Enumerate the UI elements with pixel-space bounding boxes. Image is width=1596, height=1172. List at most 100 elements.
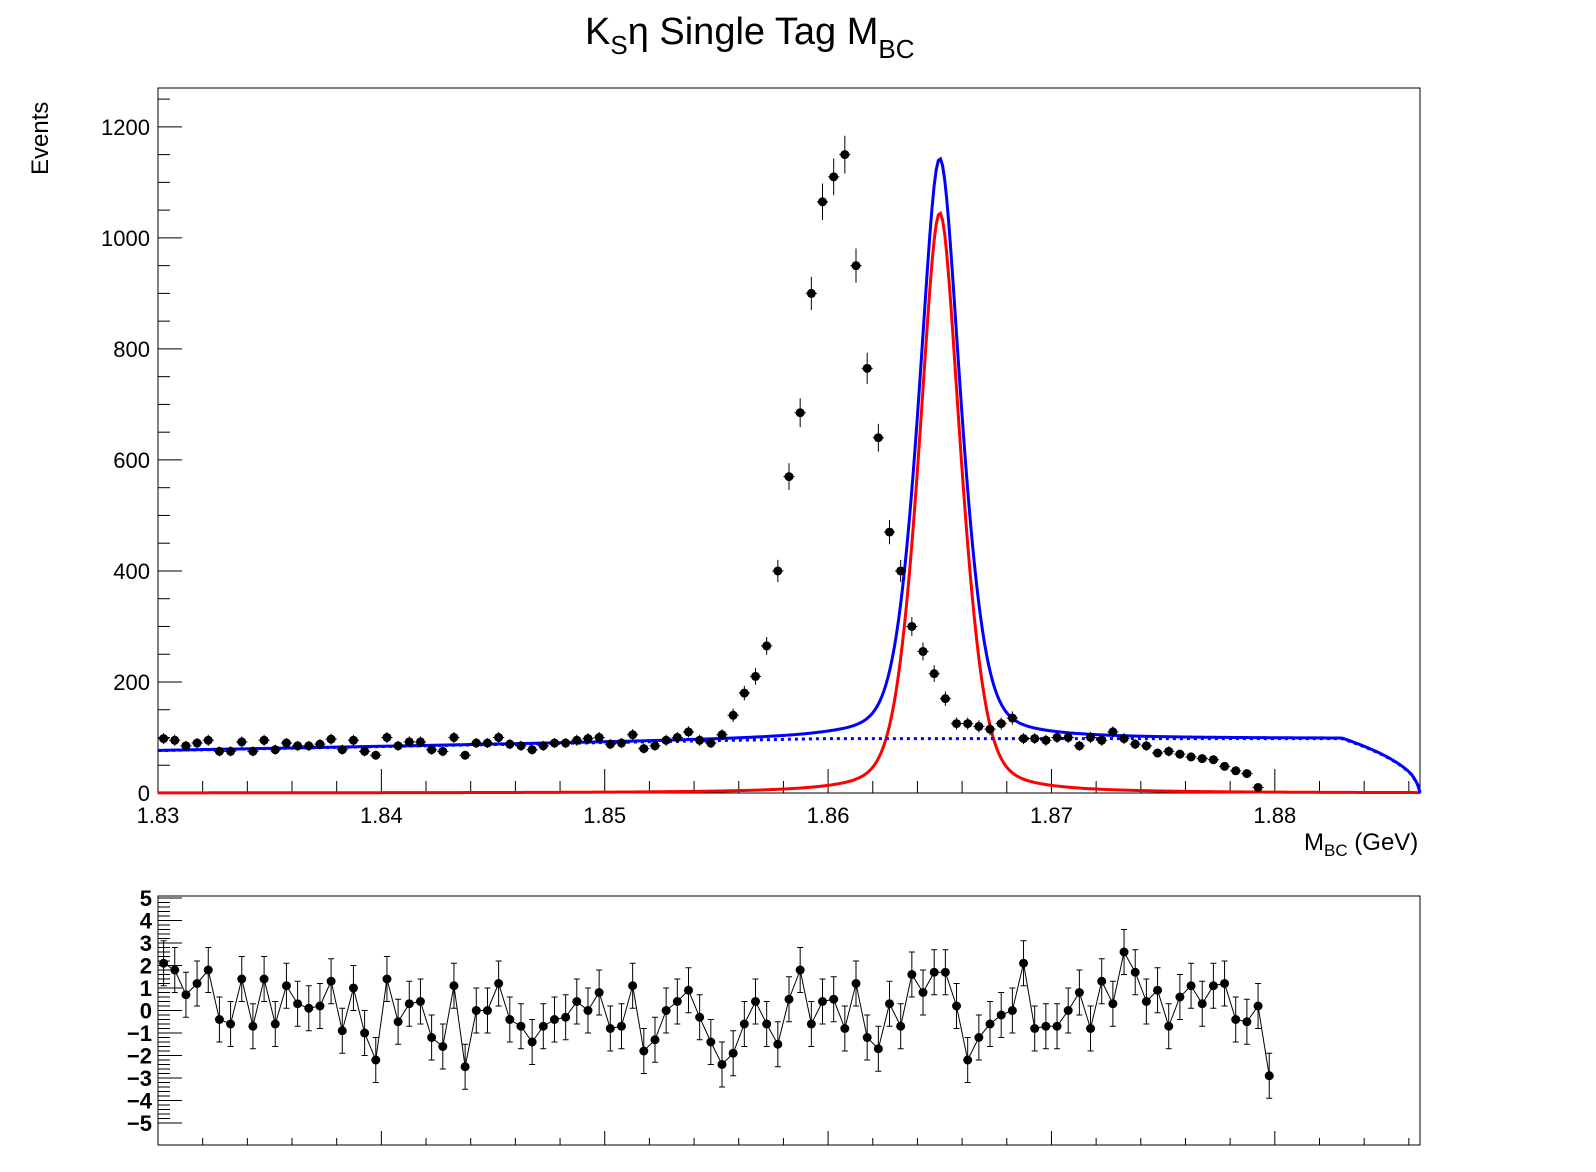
pull-point — [393, 998, 403, 1045]
data-marker — [628, 730, 638, 740]
data-point — [370, 750, 382, 760]
pull-marker — [192, 979, 202, 988]
data-point — [459, 750, 471, 760]
pull-point — [1019, 940, 1029, 987]
main-axis-ticks — [157, 98, 1410, 794]
x-axis-label-unit: (GeV) — [1348, 829, 1419, 856]
data-marker — [940, 694, 950, 704]
pull-point — [907, 951, 917, 998]
pull-marker — [270, 1019, 280, 1029]
pull-point — [505, 996, 515, 1043]
data-marker — [985, 724, 995, 734]
pull-point — [661, 987, 671, 1034]
data-point — [872, 423, 884, 452]
data-marker — [371, 750, 381, 760]
pull-point — [594, 969, 604, 1016]
data-point — [437, 746, 449, 757]
data-point — [883, 519, 896, 545]
data-marker — [1086, 732, 1096, 742]
pull-point — [1264, 1052, 1274, 1099]
pull-point — [683, 967, 693, 1014]
data-marker — [482, 738, 492, 748]
fit-curves — [157, 156, 1422, 795]
data-point — [280, 738, 293, 749]
pull-marker — [482, 1006, 492, 1015]
data-marker — [471, 738, 481, 748]
pull-marker — [1175, 992, 1185, 1002]
pull-point — [605, 1005, 615, 1052]
pull-marker — [337, 1026, 347, 1036]
data-point — [1118, 733, 1130, 745]
pull-marker — [1141, 997, 1151, 1006]
pull-point — [762, 1001, 772, 1047]
pull-marker — [415, 997, 425, 1006]
pull-marker — [739, 1019, 749, 1029]
pull-marker — [1074, 988, 1084, 997]
pull-axis-ticks — [157, 897, 1410, 1145]
pull-point — [516, 1003, 526, 1050]
data-point — [615, 738, 628, 749]
pull-marker — [583, 1006, 593, 1015]
data-point — [627, 729, 639, 741]
data-marker — [538, 741, 548, 751]
data-point — [649, 740, 661, 751]
data-point — [828, 158, 840, 196]
pull-point — [270, 1001, 280, 1047]
data-marker — [494, 732, 504, 742]
data-marker — [438, 746, 448, 756]
data-marker — [1231, 766, 1241, 776]
data-marker — [840, 150, 850, 160]
data-marker — [784, 472, 794, 482]
data-point — [403, 736, 415, 748]
data-point — [303, 740, 315, 751]
pull-point — [293, 980, 303, 1027]
data-point — [1096, 734, 1108, 746]
data-point — [359, 746, 371, 757]
data-marker — [393, 741, 403, 751]
data-point — [593, 731, 605, 744]
data-marker — [527, 745, 537, 755]
data-point — [158, 733, 170, 745]
data-marker — [717, 730, 727, 740]
pull-point — [840, 1005, 850, 1052]
pull-marker — [438, 1042, 448, 1051]
pull-point — [1141, 978, 1151, 1025]
data-marker — [829, 172, 839, 182]
data-point — [470, 738, 482, 749]
data-point — [604, 739, 616, 750]
data-marker — [806, 288, 816, 298]
data-point — [1140, 740, 1152, 751]
data-point — [1207, 755, 1219, 765]
data-point — [939, 691, 951, 706]
data-point — [805, 276, 817, 311]
pull-point — [818, 978, 828, 1025]
pull-marker — [561, 1012, 571, 1022]
pull-marker — [1197, 999, 1207, 1009]
pull-point — [1097, 958, 1107, 1005]
data-point — [1185, 752, 1197, 762]
data-marker — [672, 732, 682, 742]
data-marker — [683, 727, 693, 737]
pull-point — [281, 962, 291, 1009]
pull-marker — [851, 979, 861, 988]
data-point — [325, 733, 337, 745]
x-tick-label: 1.84 — [360, 803, 403, 828]
data-marker — [818, 197, 828, 207]
data-point — [582, 733, 594, 745]
data-point — [1107, 726, 1119, 738]
data-point — [236, 736, 248, 748]
data-point — [191, 738, 203, 749]
data-point — [1129, 739, 1141, 750]
pull-y-tick-label: −4 — [127, 1089, 153, 1114]
x-axis-label-m: M — [1304, 829, 1324, 856]
pull-point — [639, 1028, 649, 1074]
pull-point — [952, 983, 962, 1029]
pull-marker — [181, 990, 191, 1000]
data-point — [850, 248, 862, 283]
pull-marker — [226, 1019, 236, 1029]
pull-marker — [427, 1033, 437, 1042]
pull-marker — [695, 1012, 705, 1022]
data-marker — [404, 737, 414, 747]
pull-point — [1208, 962, 1218, 1009]
title-k: K — [585, 11, 610, 53]
